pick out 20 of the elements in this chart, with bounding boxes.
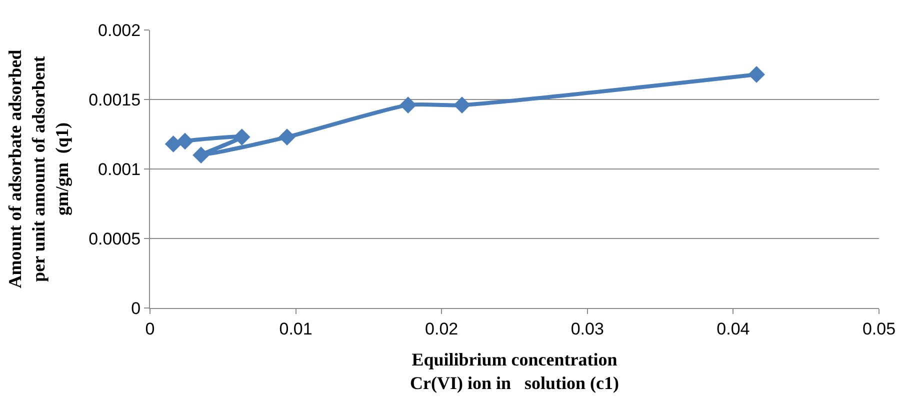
- y-tick-label: 0.001: [98, 160, 141, 179]
- x-tick-label: 0.04: [716, 319, 750, 338]
- y-axis-title: Amount of adsorbate adsorbed per unit amount of adsorbent gm/gm (q1): [5, 50, 72, 288]
- x-tick-label: 0.03: [570, 319, 604, 338]
- point: [164, 136, 182, 152]
- y-tick-label: 0.0015: [88, 90, 141, 110]
- y-tick-label: 0.0005: [88, 229, 141, 248]
- x-tick-label: 0: [145, 319, 155, 338]
- point: [192, 146, 210, 164]
- point: [278, 128, 296, 146]
- y-tick-label: 0.002: [98, 20, 141, 40]
- point: [400, 96, 417, 114]
- point: [748, 66, 765, 83]
- y-tick-label: 0: [131, 298, 141, 318]
- x-tick-label: 0.05: [862, 319, 896, 338]
- x-tick-label: 0.01: [279, 319, 312, 338]
- point: [454, 96, 470, 114]
- x-axis-title: Equilibrium concentration Cr(VI) ion in solution (c1): [410, 350, 620, 393]
- x-tick-label: 0.02: [425, 319, 458, 338]
- point: [176, 132, 194, 150]
